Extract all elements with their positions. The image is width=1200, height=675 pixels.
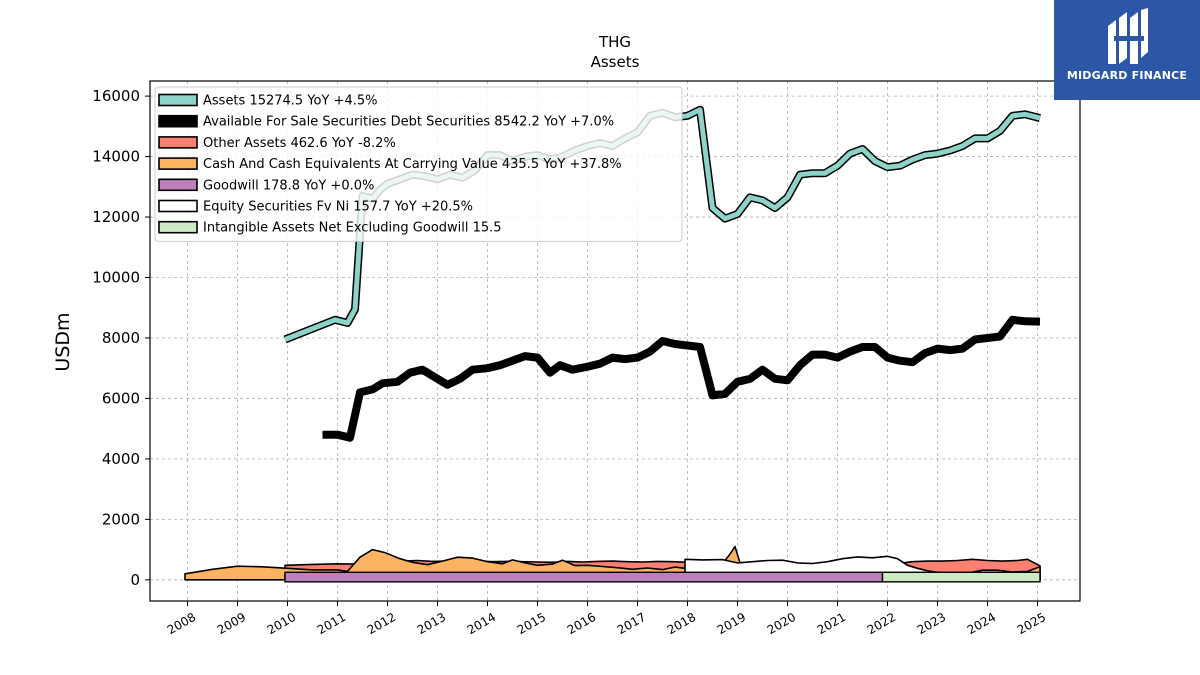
series-band-goodwill [284, 571, 884, 583]
y-tick-label: 6000 [102, 389, 140, 407]
brand-name: MIDGARD FINANCE [1066, 69, 1188, 82]
legend-item-other-assets: Other Assets 462.6 YoY -8.2% [158, 136, 396, 151]
x-tick-label: 2021 [815, 610, 848, 637]
legend-label: Equity Securities Fv Ni 157.7 YoY +20.5% [203, 200, 473, 215]
x-tick-label: 2013 [415, 610, 448, 637]
legend-box [154, 86, 683, 242]
legend-swatch [158, 157, 198, 170]
y-axis-label: USDm [52, 312, 74, 371]
x-tick-label: 2017 [615, 610, 648, 637]
y-tick-label: 0 [130, 571, 140, 589]
y-tick-label: 4000 [102, 450, 140, 468]
legend-item-intangible-assets-net-excluding-goodwill: Intangible Assets Net Excluding Goodwill… [158, 220, 502, 236]
y-tick-label: 16000 [92, 87, 140, 105]
x-tick-label: 2023 [915, 610, 948, 637]
chart-subtitle: Assets [591, 53, 640, 71]
legend: Assets 15274.5 YoY +4.5% Available For Sa… [154, 86, 683, 242]
legend-swatch [158, 220, 198, 234]
x-tick-label: 2010 [265, 610, 298, 637]
x-tick-label: 2018 [665, 610, 698, 637]
legend-swatch [158, 93, 198, 107]
x-tick-label: 2019 [715, 610, 748, 637]
legend-item-cash-and-cash-equivalents-at-carrying-value: Cash And Cash Equivalents At Carrying Va… [158, 157, 622, 172]
x-tick-label: 2009 [215, 610, 248, 637]
y-tick-label: 14000 [92, 148, 140, 166]
legend-label: Other Assets 462.6 YoY -8.2% [203, 136, 396, 151]
y-tick-label: 10000 [92, 269, 140, 287]
plot-frame [149, 80, 1081, 602]
brand-logo: MIDGARD FINANCE [1054, 0, 1200, 100]
legend-label: Available For Sale Securities Debt Secur… [203, 115, 614, 130]
x-tick-label: 2014 [465, 610, 498, 637]
legend-label: Goodwill 178.8 YoY +0.0% [203, 178, 374, 193]
chart-title: THG [598, 33, 631, 51]
x-tick-label: 2012 [365, 610, 398, 637]
legend-label: Cash And Cash Equivalents At Carrying Va… [203, 157, 622, 172]
x-tick-label: 2008 [165, 610, 198, 637]
x-tick-label: 2025 [1015, 610, 1048, 637]
legend-swatch [158, 178, 198, 192]
y-tick-label: 2000 [102, 510, 140, 528]
legend-label: Intangible Assets Net Excluding Goodwill… [203, 221, 502, 236]
x-tick-label: 2020 [765, 610, 798, 637]
y-tick-label: 8000 [102, 329, 140, 347]
legend-item-available-for-sale-securities-debt-securities: Available For Sale Securities Debt Secur… [158, 114, 614, 130]
x-tick-label: 2015 [515, 610, 548, 637]
legend-swatch [158, 114, 198, 128]
legend-item-goodwill: Goodwill 178.8 YoY +0.0% [158, 178, 374, 193]
x-tick-label: 2022 [865, 610, 898, 637]
x-tick-label: 2024 [965, 610, 998, 637]
legend-swatch [158, 136, 198, 149]
y-tick-label: 12000 [92, 208, 140, 226]
midgard-logo-icon [1108, 8, 1148, 64]
legend-label: Assets 15274.5 YoY +4.5% [203, 94, 378, 109]
x-tick-label: 2011 [315, 610, 348, 637]
legend-swatch [158, 199, 198, 213]
x-tick-label: 2016 [565, 610, 598, 637]
series-line-available-for-sale-securities-debt-securities [322, 315, 1041, 442]
legend-item-equity-securities-fv-ni: Equity Securities Fv Ni 157.7 YoY +20.5% [158, 199, 473, 215]
series-band-intangible-assets-net-excluding-goodwill [881, 571, 1041, 583]
legend-item-assets: Assets 15274.5 YoY +4.5% [158, 93, 378, 109]
